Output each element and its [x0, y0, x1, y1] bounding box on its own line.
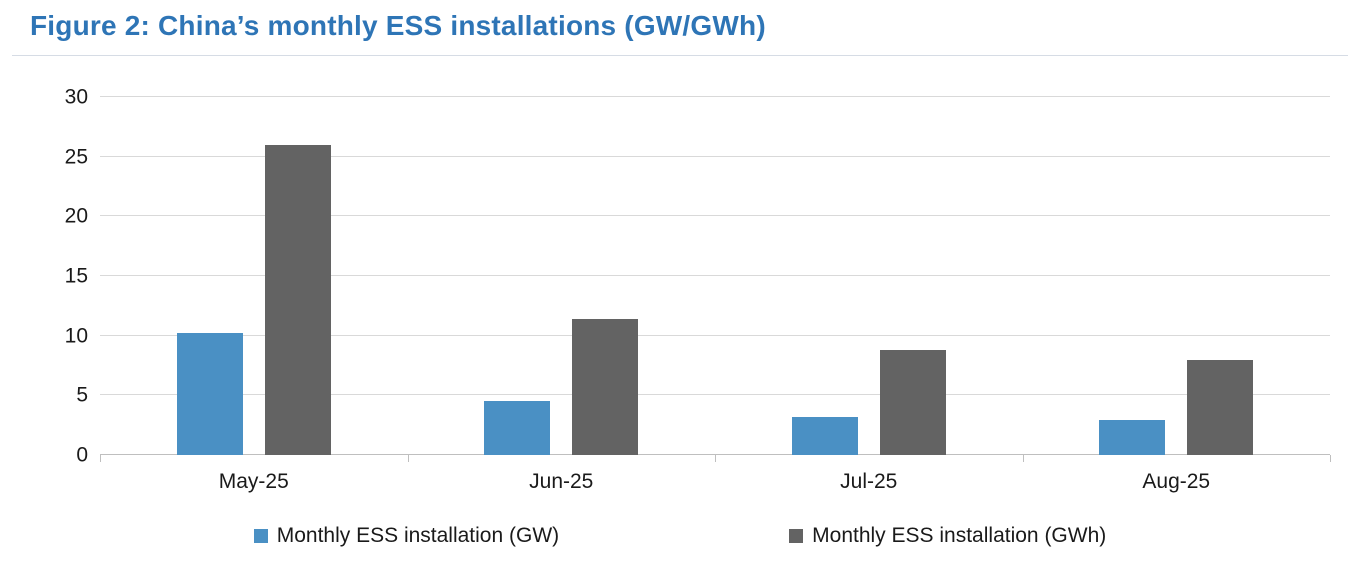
bar-group-jun-25 [408, 97, 716, 455]
x-axis-label-jun-25: Jun-25 [529, 470, 594, 493]
figure-title: Figure 2: China’s monthly ESS installati… [30, 10, 766, 41]
bar-group-aug-25 [1023, 97, 1331, 455]
bar-group-may-25 [100, 97, 408, 455]
x-axis-label-jul-25: Jul-25 [840, 470, 898, 493]
legend-swatch-icon [789, 529, 804, 543]
y-tick-label: 5 [76, 383, 88, 407]
bar-gw-jul-25 [791, 416, 858, 455]
x-axis-label-may-25: May-25 [218, 470, 289, 493]
bar-gw-jun-25 [484, 401, 551, 455]
bar-gw-may-25 [176, 333, 243, 455]
x-tick-mark [407, 455, 409, 462]
legend: Monthly ESS installation (GW) Monthly ESS… [0, 524, 1360, 548]
gridline [100, 275, 1330, 276]
y-tick-label: 25 [64, 145, 88, 169]
bar-gwh-aug-25 [1187, 359, 1254, 455]
y-tick-label: 20 [64, 204, 88, 228]
bar-group-jul-25 [715, 97, 1023, 455]
bar-gwh-jun-25 [572, 318, 639, 455]
gridline [100, 334, 1330, 336]
legend-label: Monthly ESS installation (GWh) [812, 524, 1107, 547]
bar-gw-aug-25 [1099, 420, 1166, 455]
x-tick-mark [1022, 455, 1024, 462]
legend-item-gw: Monthly ESS installation (GW) [253, 524, 560, 548]
bar-groups [100, 97, 1330, 455]
legend-item-gwh: Monthly ESS installation (GWh) [789, 524, 1106, 548]
x-axis-label-aug-25: Aug-25 [1142, 470, 1211, 493]
title-divider [12, 55, 1348, 56]
gridline [100, 96, 1330, 97]
y-tick-label: 0 [76, 443, 88, 467]
x-tick-mark [100, 455, 101, 462]
y-tick-label: 30 [64, 85, 88, 109]
legend-swatch-icon [253, 529, 268, 543]
gridline [100, 215, 1330, 217]
bar-gwh-jul-25 [879, 350, 946, 455]
gridline [100, 155, 1330, 157]
bar-gwh-may-25 [264, 144, 331, 455]
x-axis-labels: May-25 Jun-25 Jul-25 Aug-25 [100, 470, 1330, 494]
y-tick-label: 15 [64, 264, 88, 288]
x-axis-line [100, 454, 1330, 455]
gridline [100, 394, 1330, 396]
x-tick-mark [1330, 455, 1331, 462]
plot-area [100, 96, 1331, 462]
x-tick-mark [715, 455, 716, 462]
legend-label: Monthly ESS installation (GW) [276, 524, 560, 547]
y-axis: 0 5 10 15 20 25 30 [0, 87, 88, 466]
y-tick-label: 10 [64, 324, 88, 348]
